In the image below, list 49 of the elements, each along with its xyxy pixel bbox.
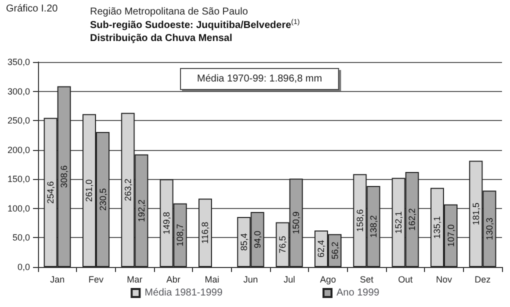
x-tick-label: Ago bbox=[320, 274, 336, 284]
x-tick-label: Fev bbox=[88, 274, 104, 284]
x-tick-label: Out bbox=[398, 274, 414, 284]
x-tick-label: Abr bbox=[166, 274, 180, 284]
x-tick-label: Set bbox=[360, 274, 374, 284]
y-tick-label: 100,0 bbox=[7, 203, 30, 214]
data-label: 130,3 bbox=[484, 218, 494, 240]
data-label: 181,5 bbox=[470, 202, 481, 226]
text: Gráfico I.20 bbox=[6, 4, 58, 14]
data-label: 116,8 bbox=[200, 222, 210, 244]
data-label: 150,9 bbox=[291, 212, 302, 234]
x-tick-label: Mai bbox=[204, 274, 220, 284]
y-tick-label: 200,0 bbox=[7, 144, 30, 155]
data-label: 62,4 bbox=[316, 240, 326, 258]
y-tick-label: 250,0 bbox=[7, 116, 30, 126]
legend-label: Média 1981-1999 bbox=[144, 288, 223, 298]
x-tick-label: Jan bbox=[50, 274, 65, 284]
chart-title: Região Metropolitana de São Paulo bbox=[90, 6, 248, 18]
data-label: 254,6 bbox=[46, 181, 56, 204]
annotation: Média 1970-99: 1.896,8 mm bbox=[197, 74, 322, 84]
data-label: 149,8 bbox=[162, 212, 172, 234]
data-label: 135,1 bbox=[432, 216, 442, 239]
data-label: 308,6 bbox=[59, 165, 70, 188]
data-label: 263,2 bbox=[122, 178, 133, 202]
y-tick-label: 50,0 bbox=[12, 232, 30, 243]
x-tick-label: Dez bbox=[474, 274, 492, 284]
y-tick-label: 350,0 bbox=[7, 57, 30, 67]
data-label: 108,7 bbox=[175, 224, 186, 246]
legend-label: Ano 1999 bbox=[336, 288, 380, 298]
data-label: 261,0 bbox=[84, 179, 94, 202]
data-label: 107,0 bbox=[446, 224, 456, 247]
data-label: 158,6 bbox=[354, 209, 365, 232]
y-tick-label: 300,0 bbox=[7, 86, 30, 96]
bar bbox=[198, 198, 212, 267]
y-tick-label: 150,0 bbox=[7, 174, 30, 184]
data-label: 76,5 bbox=[278, 236, 288, 254]
data-label: 138,2 bbox=[368, 215, 378, 238]
data-label: 230,5 bbox=[98, 188, 108, 211]
x-tick-label: Mar bbox=[126, 274, 142, 284]
x-tick-label: Jul bbox=[284, 274, 296, 284]
x-tick-label: Nov bbox=[436, 274, 452, 284]
data-label: 56,2 bbox=[330, 242, 340, 260]
y-tick-label: 0,0 bbox=[17, 262, 30, 272]
data-label: 94,0 bbox=[252, 230, 262, 248]
data-label: 162,2 bbox=[407, 208, 418, 231]
data-label: 152,1 bbox=[394, 211, 404, 234]
x-tick-label: Jun bbox=[243, 274, 258, 284]
data-label: 192,2 bbox=[136, 199, 146, 222]
data-label: 85,4 bbox=[238, 233, 249, 251]
